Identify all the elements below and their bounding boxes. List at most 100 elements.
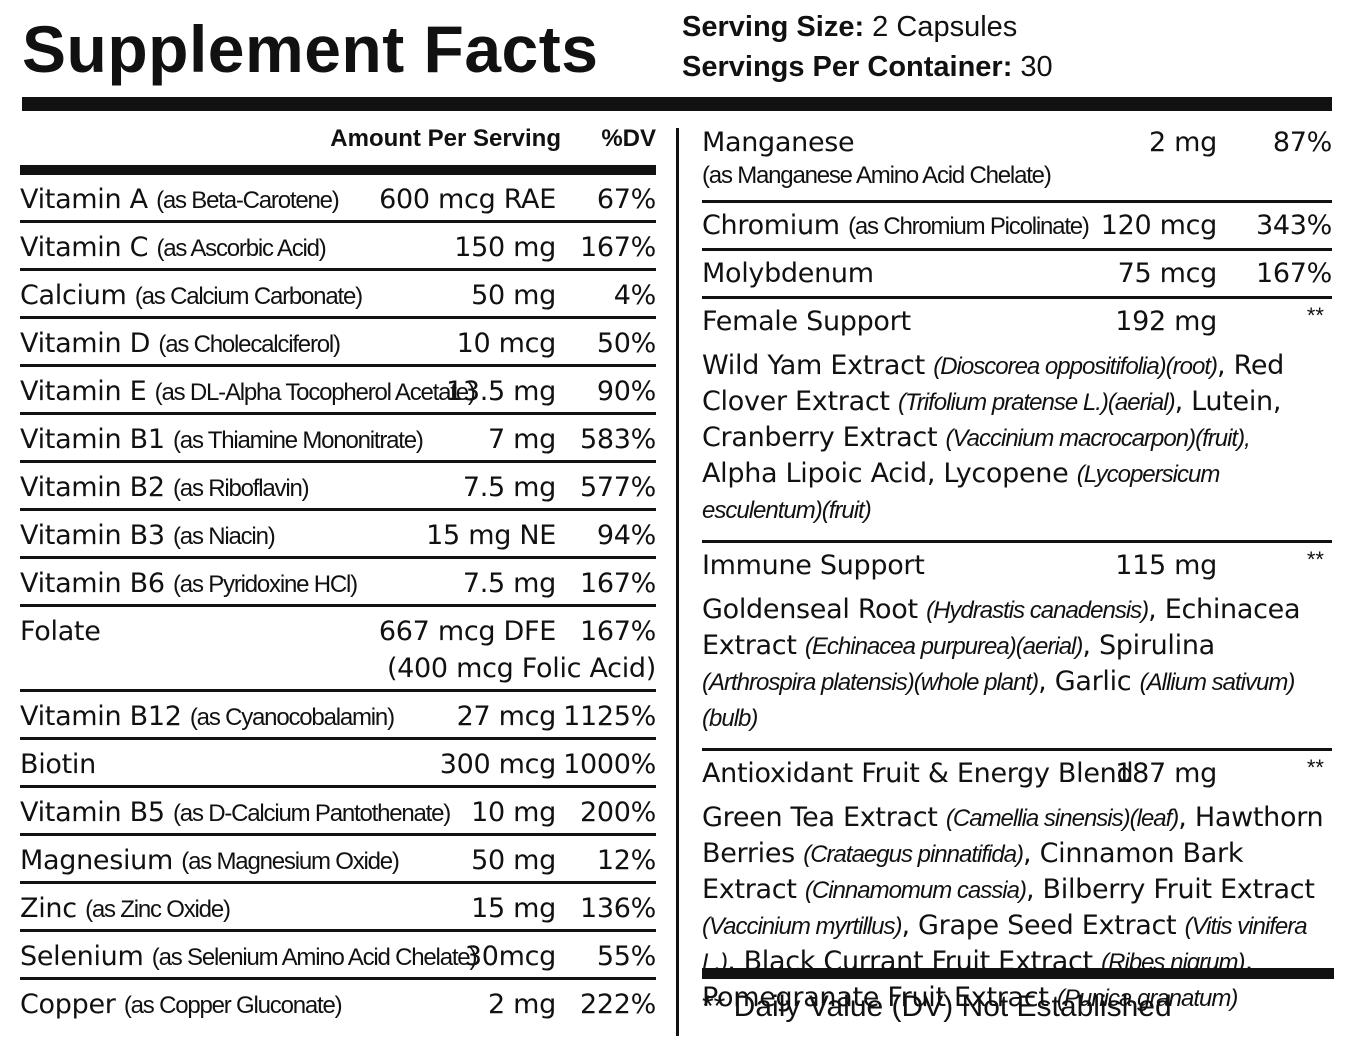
nutrient-name: Chromium (as Chromium Picolinate): [702, 210, 1090, 241]
blend-name: Female Support: [702, 306, 911, 337]
nutrient-name: Copper (as Copper Gluconate): [20, 989, 343, 1020]
nutrient-row: Vitamin B12 (as Cyanocobalamin) 27 mcg 112…: [20, 692, 656, 740]
nutrient-name-text: Vitamin B1: [20, 424, 165, 455]
nutrient-source: (as Calcium Carbonate): [134, 283, 363, 310]
nutrient-dv: 167%: [580, 568, 656, 599]
nutrient-dv: 1125%: [563, 701, 656, 732]
nutrient-amount: 75 mcg: [1117, 258, 1218, 289]
nutrient-row-molybdenum: Molybdenum 75 mcg 167%: [702, 251, 1332, 299]
nutrient-source: (as Pyridoxine HCl): [173, 571, 358, 598]
nutrient-name-text: Vitamin B5: [20, 797, 165, 828]
servings-value: 30: [1012, 51, 1053, 83]
nutrient-amount: 10 mg: [471, 797, 556, 828]
nutrient-name-text: Vitamin A: [20, 184, 148, 215]
nutrient-name-text: Vitamin E: [20, 376, 147, 407]
serving-size-value: 2 Capsules: [864, 11, 1018, 43]
nutrient-dv: 167%: [580, 232, 656, 263]
ingredient-text: , Bilberry Fruit Extract: [1025, 874, 1315, 905]
nutrient-amount: 7.5 mg: [462, 568, 556, 599]
blend-row-immune-support: Immune Support 115 mg **: [702, 543, 1332, 588]
nutrient-dv: 200%: [580, 797, 656, 828]
nutrient-amount: 7 mg: [487, 424, 556, 455]
nutrient-amount: 13.5 mg: [445, 376, 556, 407]
nutrient-source: (as Selenium Amino Acid Chelate): [151, 944, 478, 971]
nutrient-name-text: Selenium: [20, 941, 144, 972]
nutrient-source: (as Chromium Picolinate): [848, 213, 1090, 240]
nutrient-name: Vitamin B1 (as Thiamine Mononitrate): [20, 424, 424, 455]
ingredient-latin-name: (Lycopersicum esculentum)(fruit): [702, 461, 1220, 524]
serving-size: Serving Size: 2 Capsules: [682, 9, 1017, 45]
nutrient-source: (as Riboflavin): [173, 475, 310, 502]
nutrient-name-text: Vitamin B2: [20, 472, 165, 503]
nutrient-row: Vitamin B5 (as D-Calcium Pantothenate) 10…: [20, 788, 656, 836]
blend-ingredients-female-support: Wild Yam Extract (Dioscorea oppositifoli…: [702, 344, 1332, 543]
nutrient-name-text: Vitamin D: [20, 328, 151, 359]
nutrient-dv: 90%: [596, 376, 656, 407]
nutrient-name: Vitamin B5 (as D-Calcium Pantothenate): [20, 797, 451, 828]
footnote: ** Daily Value (DV) Not Established: [702, 990, 1172, 1023]
ingredient-text: , Pomegranate Fruit Extract: [702, 946, 1253, 1013]
nutrient-source: (as Zinc Oxide): [85, 896, 231, 923]
nutrient-name: Molybdenum: [702, 258, 874, 289]
blend-dv: **: [1306, 547, 1324, 572]
nutrient-name: Vitamin E (as DL-Alpha Tocopherol Acetat…: [20, 376, 476, 407]
nutrient-name-text: Vitamin B3: [20, 520, 165, 551]
nutrient-dv: 55%: [596, 941, 656, 972]
nutrient-row: Zinc (as Zinc Oxide) 15 mg 136%: [20, 884, 656, 932]
page-title: Supplement Facts: [22, 12, 599, 86]
nutrient-dv: 343%: [1256, 210, 1332, 241]
nutrient-dv: 12%: [596, 845, 656, 876]
nutrient-amount: 2 mg: [1148, 127, 1217, 158]
nutrient-name: Vitamin C (as Ascorbic Acid): [20, 232, 327, 263]
nutrient-row: Selenium (as Selenium Amino Acid Chelate…: [20, 932, 656, 980]
blend-row-antioxidant: Antioxidant Fruit & Energy Blend 187 mg …: [702, 751, 1332, 796]
nutrient-name: Vitamin B12 (as Cyanocobalamin): [20, 701, 395, 732]
ingredient-text: Alpha Lipoic Acid, Lycopene: [702, 458, 1077, 489]
serving-size-label: Serving Size:: [682, 11, 865, 43]
nutrient-name: Vitamin B2 (as Riboflavin): [20, 472, 310, 503]
ingredient-latin-name: (Arthrospira platensis)(whole plant): [702, 669, 1039, 696]
ingredient-text: , Cinnamon Bark Extract: [702, 838, 1244, 905]
nutrient-row: Vitamin B3 (as Niacin) 15 mg NE 94%: [20, 511, 656, 559]
nutrient-name: Calcium (as Calcium Carbonate): [20, 280, 363, 311]
nutrient-amount: 10 mcg: [456, 328, 557, 359]
ingredient-text: , Spirulina: [1082, 630, 1215, 661]
ingredient-latin-name: (Hydrastis canadensis): [926, 597, 1149, 624]
nutrient-name-text: Copper: [20, 989, 116, 1020]
nutrient-source: (as Cyanocobalamin): [189, 704, 395, 731]
nutrient-dv: 50%: [596, 328, 656, 359]
bottom-rule: [702, 968, 1334, 979]
right-column: Manganese (as Manganese Amino Acid Chela…: [702, 120, 1332, 1028]
ingredient-text: Green Tea Extract: [702, 802, 946, 833]
blend-amount: 115 mg: [1115, 550, 1217, 581]
nutrient-name-text: Vitamin B12: [20, 701, 182, 732]
nutrient-name: Vitamin B3 (as Niacin): [20, 520, 276, 551]
nutrient-dv: 577%: [580, 472, 656, 503]
nutrient-dv: 87%: [1272, 127, 1332, 158]
nutrient-name-text: Chromium: [702, 210, 840, 241]
nutrient-name-text: Vitamin C: [20, 232, 149, 263]
nutrient-amount: 15 mg: [471, 893, 556, 924]
ingredient-latin-name: (Allium sativum)(bulb): [702, 669, 1295, 732]
nutrient-source: (as Thiamine Mononitrate): [173, 427, 424, 454]
nutrient-dv: 1000%: [563, 749, 656, 780]
nutrient-row-chromium: Chromium (as Chromium Picolinate) 120 mc…: [702, 203, 1332, 251]
ingredient-latin-name: (Vitis vinifera L.): [702, 913, 1308, 976]
blend-ingredients-antioxidant: Green Tea Extract (Camellia sinensis)(le…: [702, 796, 1332, 1028]
ingredient-text: , Red Clover Extract: [702, 350, 1284, 417]
nutrient-name: Magnesium (as Magnesium Oxide): [20, 845, 400, 876]
nutrient-name-text: Biotin: [20, 749, 96, 780]
nutrient-name-text: Magnesium: [20, 845, 173, 876]
column-header: Amount Per Serving %DV: [20, 117, 656, 175]
nutrient-dv: 167%: [1256, 258, 1332, 289]
ingredient-latin-name: (Vaccinium myrtillus): [702, 913, 902, 940]
ingredient-latin-name: (Vaccinium macrocarpon)(fruit),: [945, 425, 1251, 452]
ingredient-text: Goldenseal Root: [702, 594, 927, 625]
nutrient-amount: 120 mcg: [1100, 210, 1218, 241]
nutrient-dv: 94%: [596, 520, 656, 551]
blend-amount: 192 mg: [1115, 306, 1217, 337]
nutrient-name: Vitamin A (as Beta-Carotene): [20, 184, 340, 215]
nutrient-amount: 300 mcg: [439, 749, 557, 780]
ingredient-latin-name: (Dioscorea oppositifolia)(root): [933, 353, 1218, 380]
blend-row-female-support: Female Support 192 mg **: [702, 299, 1332, 344]
